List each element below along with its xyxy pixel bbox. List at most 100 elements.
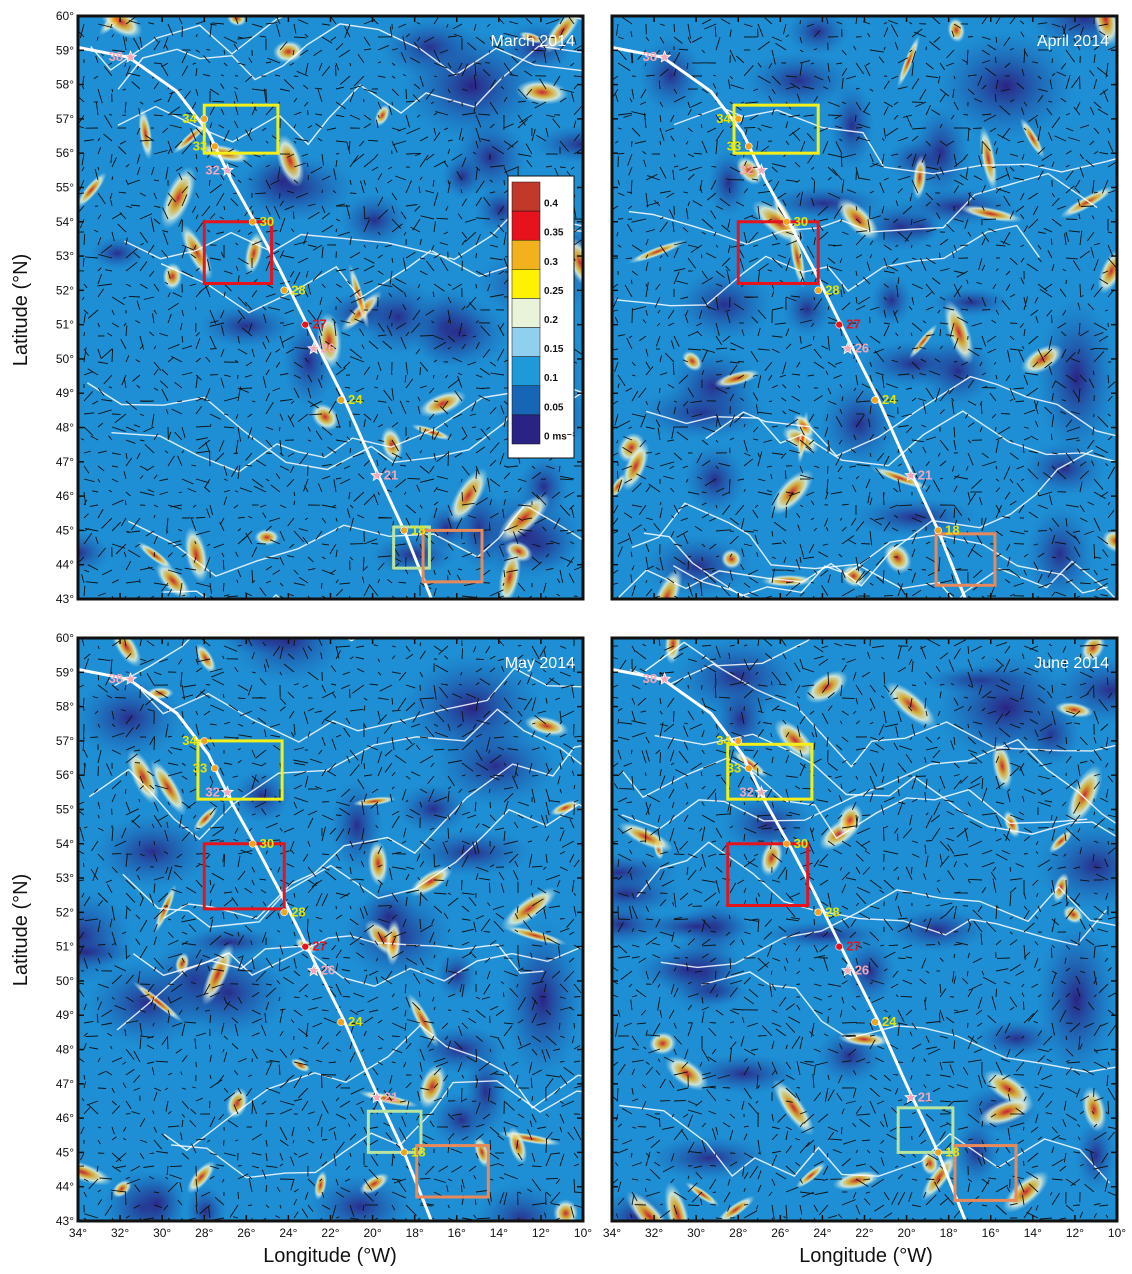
high-speed-streak bbox=[136, 541, 173, 570]
high-speed-streak bbox=[501, 887, 558, 931]
lon-tick-label: 12° bbox=[532, 1226, 550, 1240]
bathymetry-contour bbox=[643, 532, 1108, 597]
lat-tick-label: 57° bbox=[56, 112, 74, 126]
station-label-21: 21 bbox=[918, 468, 932, 483]
station-label-27: 27 bbox=[846, 317, 860, 332]
high-speed-streak bbox=[732, 750, 768, 778]
high-speed-streak bbox=[1020, 117, 1045, 159]
red-study-box bbox=[202, 842, 286, 911]
station-label-38: 38 bbox=[109, 49, 123, 64]
station-label-18: 18 bbox=[411, 522, 425, 537]
low-speed-patch bbox=[760, 920, 887, 950]
low-speed-patch bbox=[885, 907, 989, 953]
high-speed-streak bbox=[310, 403, 340, 431]
station-marker-18 bbox=[934, 1148, 942, 1157]
high-speed-streak bbox=[418, 1063, 447, 1110]
low-speed-patch bbox=[78, 936, 134, 968]
high-speed-streak bbox=[195, 643, 217, 674]
station-marker-28 bbox=[814, 286, 823, 295]
station-label-32: 32 bbox=[205, 162, 219, 177]
colorbar-label: 0.4 bbox=[544, 199, 558, 210]
high-speed-streak bbox=[772, 1079, 815, 1136]
high-speed-streak bbox=[78, 1158, 113, 1186]
station-label-28: 28 bbox=[825, 282, 839, 297]
lat-tick-label: 56° bbox=[56, 768, 74, 782]
lat-tick-label: 50° bbox=[56, 352, 74, 366]
colorbar-label: 0.15 bbox=[544, 344, 564, 355]
lat-tick-label: 44° bbox=[56, 558, 74, 572]
high-speed-streak bbox=[1062, 905, 1084, 924]
station-label-38: 38 bbox=[643, 49, 657, 64]
low-speed-patch bbox=[463, 1047, 508, 1137]
station-marker-27 bbox=[835, 320, 844, 329]
station-label-18: 18 bbox=[945, 522, 959, 537]
lon-tick-label: 14° bbox=[490, 1226, 508, 1240]
station-label-34: 34 bbox=[182, 733, 197, 748]
station-marker-24 bbox=[871, 1018, 879, 1026]
map-panel-1: 38 34 33 32 30 28 27 26 24 21 18 March 2014 43° 44° 45… bbox=[56, 9, 585, 606]
station-marker-34 bbox=[734, 737, 743, 745]
high-speed-streak bbox=[226, 16, 247, 27]
bathymetry-contour bbox=[660, 885, 1117, 969]
station-marker-18 bbox=[934, 526, 942, 535]
yellow-study-box bbox=[726, 742, 814, 801]
low-speed-patch bbox=[721, 793, 816, 855]
high-speed-streak bbox=[871, 466, 929, 490]
lon-tick-label: 34° bbox=[603, 1226, 621, 1240]
lat-tick-label: 59° bbox=[56, 665, 74, 679]
lat-tick-label: 58° bbox=[56, 78, 74, 92]
station-marker-21 bbox=[904, 468, 918, 482]
station-marker-27 bbox=[301, 942, 310, 951]
colorbar-swatch bbox=[511, 210, 541, 241]
low-speed-patch bbox=[532, 125, 583, 164]
high-speed-streak bbox=[411, 424, 453, 441]
high-speed-streak bbox=[978, 1097, 1035, 1127]
lat-tick-label: 48° bbox=[56, 421, 74, 435]
bathymetry-contour bbox=[654, 733, 1117, 838]
station-marker-32 bbox=[754, 163, 769, 177]
high-speed-streak bbox=[359, 1172, 390, 1195]
low-speed-patch bbox=[931, 287, 1010, 317]
high-speed-streak bbox=[770, 469, 814, 515]
lat-tick-label: 54° bbox=[56, 215, 74, 229]
bathymetry-contour bbox=[127, 503, 583, 577]
station-label-27: 27 bbox=[312, 317, 326, 332]
high-speed-streak bbox=[958, 205, 1023, 223]
lat-tick-label: 45° bbox=[56, 523, 74, 537]
orange-study-box bbox=[934, 532, 997, 587]
low-speed-patch bbox=[228, 638, 349, 685]
panel-title: April 2014 bbox=[1037, 33, 1109, 50]
station-label-30: 30 bbox=[260, 214, 274, 229]
colorbar-swatch bbox=[511, 414, 541, 445]
lat-tick-label: 54° bbox=[56, 837, 74, 851]
high-speed-streak bbox=[628, 239, 687, 264]
colorbar-swatch bbox=[511, 239, 541, 270]
map-panel-4: 38 34 33 32 30 28 27 26 24 21 18 June 2014 34° 32° 30°… bbox=[603, 636, 1126, 1240]
high-speed-streak bbox=[132, 981, 184, 1023]
red-study-box bbox=[726, 842, 810, 907]
yellow-study-box bbox=[202, 103, 280, 155]
lon-tick-label: 20° bbox=[898, 1226, 916, 1240]
station-label-26: 26 bbox=[855, 341, 869, 356]
high-speed-streak bbox=[836, 803, 864, 838]
high-speed-streak bbox=[625, 1191, 674, 1221]
station-marker-27 bbox=[301, 320, 310, 329]
station-marker-30 bbox=[782, 217, 791, 226]
high-speed-streak bbox=[138, 107, 153, 160]
high-speed-streak bbox=[648, 1031, 677, 1056]
colorbar-label: 0.25 bbox=[544, 286, 564, 297]
lat-tick-label: 46° bbox=[56, 1111, 74, 1125]
high-speed-streak bbox=[515, 79, 569, 105]
lat-tick-label: 50° bbox=[56, 974, 74, 988]
colorbar-swatch bbox=[511, 298, 541, 328]
station-marker-28 bbox=[280, 908, 289, 917]
velocity-vectors bbox=[612, 638, 1117, 1221]
lat-tick-label: 48° bbox=[56, 1043, 74, 1057]
bathymetry-contour bbox=[621, 738, 1117, 830]
low-speed-patch bbox=[829, 81, 875, 170]
high-speed-streak bbox=[1002, 1170, 1050, 1213]
bathymetry-contour bbox=[117, 23, 582, 90]
high-speed-streak bbox=[720, 548, 743, 570]
lat-tick-label: 43° bbox=[56, 1214, 74, 1228]
high-speed-streak bbox=[664, 1181, 692, 1221]
